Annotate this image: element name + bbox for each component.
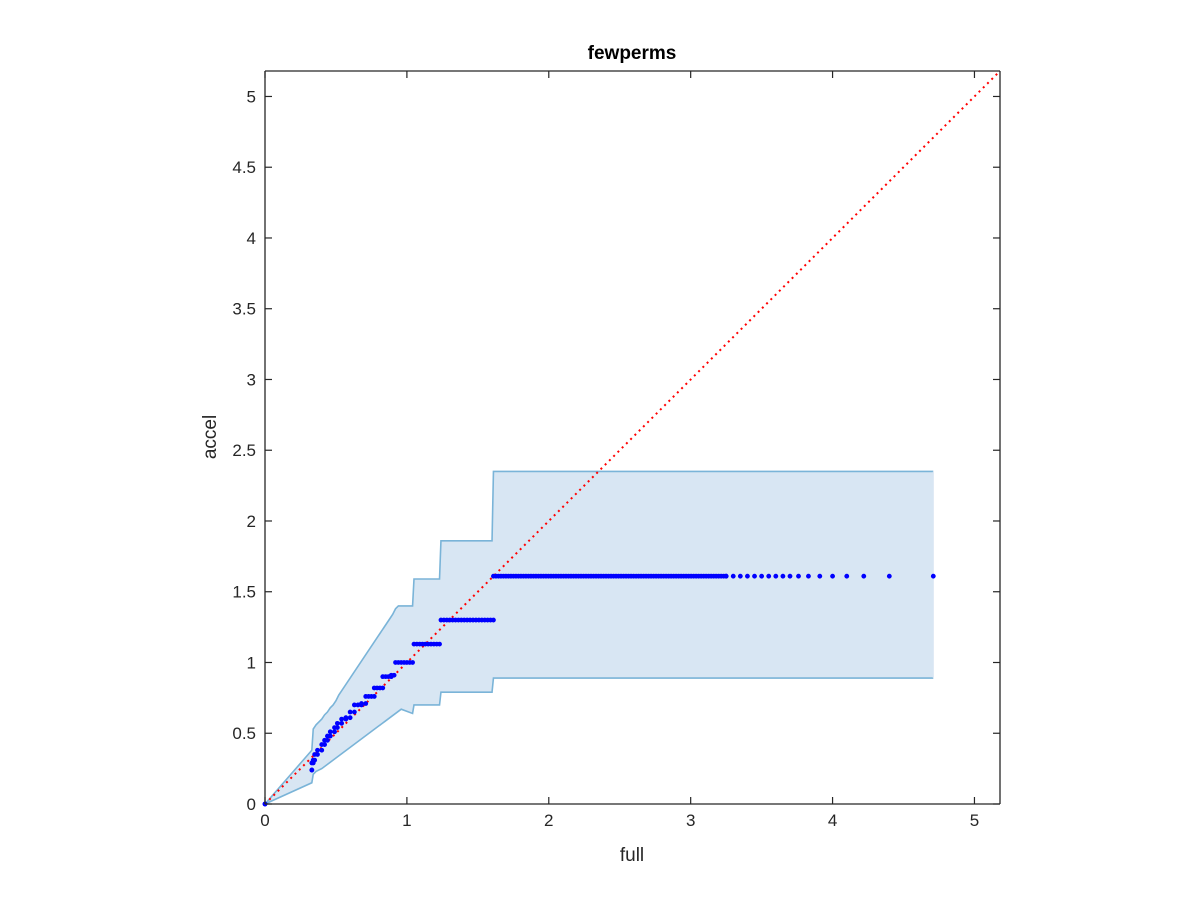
data-point <box>315 747 320 753</box>
data-point <box>844 573 850 579</box>
data-point <box>886 573 892 579</box>
y-tick-label: 0 <box>247 795 256 814</box>
data-point <box>780 573 786 579</box>
data-point <box>861 573 867 579</box>
data-point <box>327 729 333 735</box>
data-point <box>759 573 765 579</box>
data-point <box>347 709 353 715</box>
data-point <box>806 573 811 579</box>
data-point <box>315 752 320 757</box>
y-ticks: 0 0.5 1 1.5 2 2.5 3 3.5 4 4.5 5 <box>232 87 1000 814</box>
data-point <box>830 573 835 579</box>
y-tick-label: 4.5 <box>232 158 256 177</box>
y-tick-label: 0.5 <box>232 724 256 743</box>
x-tick-label: 4 <box>828 811 837 830</box>
y-tick-label: 3.5 <box>232 300 256 319</box>
data-point <box>343 715 349 721</box>
data-points <box>262 573 936 807</box>
data-point <box>312 757 318 763</box>
x-tick-label: 3 <box>686 811 695 830</box>
band-upper-edge <box>264 470 934 805</box>
data-point <box>327 733 333 739</box>
y-tick-label: 4 <box>247 229 256 248</box>
x-ticks: 0 1 2 3 4 5 <box>260 71 979 830</box>
data-point <box>334 725 340 730</box>
data-point <box>773 573 779 579</box>
identity-line <box>264 70 1001 805</box>
y-tick-label: 2.5 <box>232 441 256 460</box>
data-point <box>347 715 353 721</box>
x-tick-label: 1 <box>402 811 411 830</box>
reference-line <box>264 70 1001 805</box>
data-point <box>380 685 386 691</box>
data-point <box>723 573 729 579</box>
data-point <box>359 701 364 706</box>
axes <box>264 70 1001 805</box>
data-point <box>491 617 496 623</box>
data-point <box>391 672 397 678</box>
data-point <box>363 701 369 706</box>
data-point <box>339 720 345 726</box>
data-point <box>325 737 330 743</box>
data-point <box>745 573 750 579</box>
band-fill <box>265 471 934 804</box>
data-point <box>817 573 823 579</box>
data-point <box>930 573 936 579</box>
data-point <box>339 716 345 722</box>
data-point <box>309 767 315 773</box>
data-point <box>787 573 793 579</box>
y-tick-label: 1 <box>247 653 256 672</box>
y-tick-label: 2 <box>247 512 256 531</box>
data-point <box>796 573 801 579</box>
x-tick-label: 0 <box>260 811 269 830</box>
data-point <box>730 573 736 579</box>
x-tick-label: 2 <box>544 811 553 830</box>
data-point <box>766 573 772 579</box>
y-tick-label: 3 <box>247 370 256 389</box>
data-point <box>371 694 377 699</box>
chart-title: fewperms <box>588 43 677 64</box>
data-point <box>334 720 340 726</box>
data-point <box>737 573 743 579</box>
data-point <box>351 702 357 708</box>
y-tick-label: 1.5 <box>232 583 256 602</box>
data-point <box>410 660 415 665</box>
data-point <box>351 709 357 715</box>
x-axis-label: full <box>620 845 644 866</box>
y-axis-label: accel <box>200 415 221 459</box>
x-tick-label: 5 <box>970 811 979 830</box>
data-point <box>332 729 337 735</box>
band-lower-edge <box>264 677 934 805</box>
y-tick-label: 5 <box>247 87 256 106</box>
data-point <box>437 641 442 647</box>
data-point <box>319 747 325 753</box>
data-point <box>322 742 327 747</box>
data-point <box>752 573 757 579</box>
